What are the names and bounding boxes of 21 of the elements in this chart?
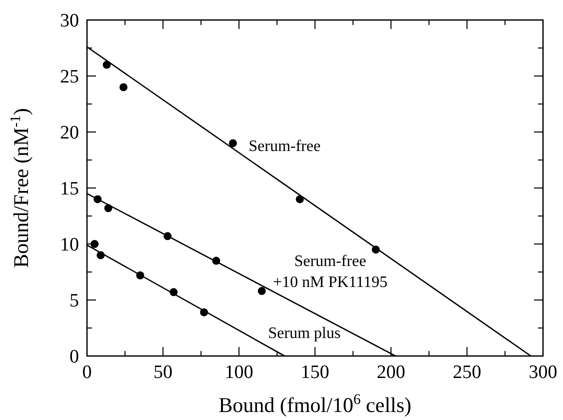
x-tick-label: 250 <box>452 362 482 383</box>
x-tick-label: 200 <box>376 362 406 383</box>
series-label: Serum-free <box>248 138 321 156</box>
y-tick-label: 0 <box>70 346 79 368</box>
point <box>258 287 266 296</box>
x-axis-title: Bound (fmol/10$^{6}$ cells) <box>218 392 412 417</box>
y-tick-label: 30 <box>60 10 79 32</box>
x-tick-label: 50 <box>154 362 172 383</box>
series-label: Serum plus <box>268 325 341 342</box>
series-label: Serum-free +10 nM PK11195 <box>272 252 388 291</box>
y-tick-label: 20 <box>60 122 79 144</box>
y-tick-label: 5 <box>70 290 79 312</box>
x-tick-label: 100 <box>224 362 254 383</box>
point <box>228 139 237 148</box>
point <box>90 240 99 248</box>
y-tick-label: 15 <box>60 178 79 200</box>
x-tick-label: 300 <box>528 362 558 383</box>
y-tick-label: 25 <box>60 66 79 88</box>
y-tick-label: 10 <box>60 234 79 256</box>
x-tick-label: 150 <box>300 362 330 383</box>
point <box>119 83 128 92</box>
